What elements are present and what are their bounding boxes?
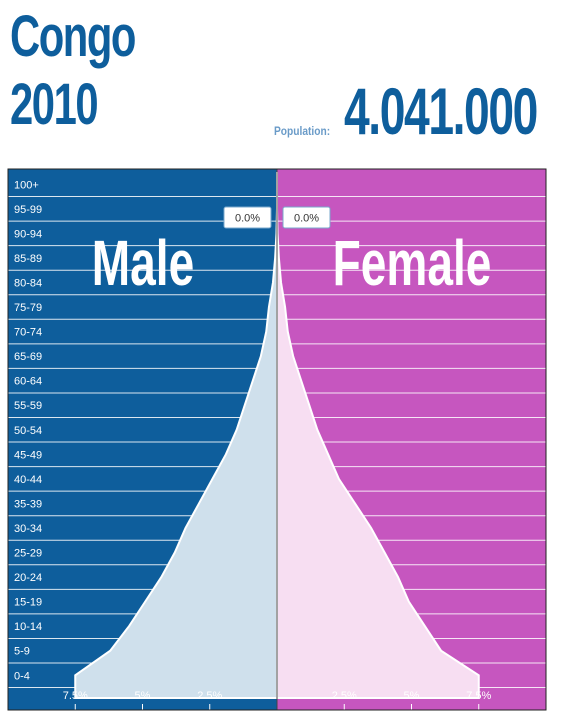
male-hover-box[interactable]: 0.0% <box>223 206 272 229</box>
female-hover-value: 0.0% <box>294 213 319 225</box>
age-label: 95-99 <box>14 204 42 216</box>
age-label: 65-69 <box>14 351 42 363</box>
age-label: 55-59 <box>14 400 42 412</box>
age-label: 0-4 <box>14 670 30 682</box>
age-label: 85-89 <box>14 253 42 265</box>
female-area <box>276 172 480 699</box>
age-label: 30-34 <box>14 523 42 535</box>
age-labels: 0-4 5-9 10-14 15-19 20-24 25-29 30-34 35-39 40-4… <box>14 179 42 682</box>
age-label: 100+ <box>14 179 39 191</box>
age-label: 10-14 <box>14 621 42 633</box>
female-side-label: Female <box>333 228 492 299</box>
age-label: 20-24 <box>14 572 42 584</box>
female-hover-box[interactable]: 0.0% <box>282 206 331 229</box>
x-tick-label: 2.5% <box>197 690 222 702</box>
x-tick-label: 2.5% <box>332 690 357 702</box>
chart-frame <box>7 168 547 711</box>
age-label: 25-29 <box>14 548 42 560</box>
age-label: 60-64 <box>14 376 42 388</box>
x-axis-ticks: 7.5% 5% 2.5% 2.5% 5% 7.5% <box>63 690 492 710</box>
male-hover-value: 0.0% <box>235 213 260 225</box>
age-label: 35-39 <box>14 498 42 510</box>
age-label: 5-9 <box>14 646 30 658</box>
age-label: 75-79 <box>14 302 42 314</box>
age-label: 40-44 <box>14 474 42 486</box>
age-label: 80-84 <box>14 277 42 289</box>
year-title: 2010 <box>10 72 99 137</box>
age-label: 70-74 <box>14 327 42 339</box>
male-side-label: Male <box>92 228 194 299</box>
x-tick-label: 7.5% <box>63 690 88 702</box>
age-label: 50-54 <box>14 425 42 437</box>
population-value: 4.041.000 <box>344 74 538 148</box>
age-label: 15-19 <box>14 597 42 609</box>
age-label: 45-49 <box>14 449 42 461</box>
country-title: Congo <box>10 4 136 69</box>
x-tick-label: 5% <box>135 690 151 702</box>
population-label: Population: <box>274 124 331 138</box>
x-tick-label: 5% <box>404 690 420 702</box>
x-tick-label: 7.5% <box>466 690 491 702</box>
age-label: 90-94 <box>14 228 42 240</box>
